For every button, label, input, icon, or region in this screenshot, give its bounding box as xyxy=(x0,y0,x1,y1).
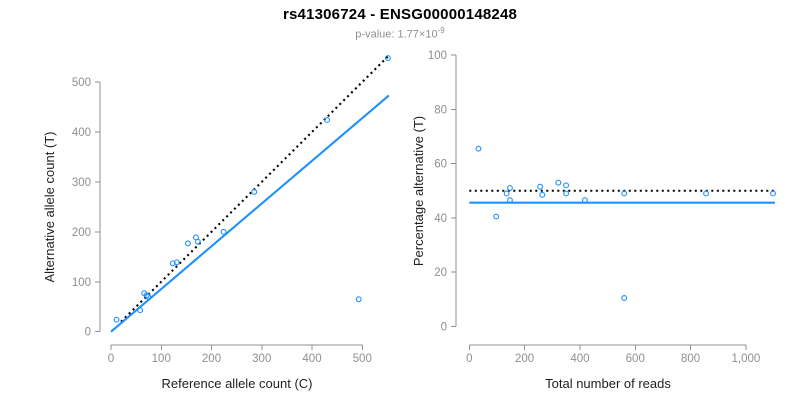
data-point xyxy=(173,259,180,266)
data-point xyxy=(507,185,513,191)
x-tick-label: 0 xyxy=(108,353,114,365)
y-tick-label: 80 xyxy=(434,104,447,116)
data-point xyxy=(355,296,362,303)
data-point xyxy=(113,316,120,323)
y-tick-label: 200 xyxy=(72,227,91,239)
data-point xyxy=(555,179,562,186)
x-tick-label: 200 xyxy=(515,353,534,365)
y-tick-label: 40 xyxy=(434,213,447,225)
data-point xyxy=(194,238,201,245)
pvalue-exponent: -9 xyxy=(437,26,445,35)
identity-line xyxy=(120,55,390,323)
data-point xyxy=(384,55,391,61)
y-tick-label: 60 xyxy=(434,159,447,171)
data-point xyxy=(621,295,628,301)
y-axis-title: Percentage alternative (T) xyxy=(411,116,426,266)
data-point xyxy=(220,228,227,235)
data-point xyxy=(184,240,191,247)
figure-header: rs41306724 - ENSG00000148248 p-value: 1.… xyxy=(0,6,800,41)
y-tick-label: 0 xyxy=(85,327,91,339)
y-tick-label: 300 xyxy=(72,177,91,189)
y-tick-label: 20 xyxy=(434,267,447,279)
y-tick-label: 100 xyxy=(428,50,447,62)
data-point xyxy=(703,190,710,197)
y-tick-label: 0 xyxy=(441,322,447,334)
data-point xyxy=(621,190,628,197)
x-tick-label: 500 xyxy=(353,353,372,365)
plot-title: rs41306724 - ENSG00000148248 xyxy=(282,6,518,23)
data-point xyxy=(770,190,776,197)
x-axis-title: Total number of reads xyxy=(545,376,671,391)
pvalue-text: p-value: 1.77×10 xyxy=(355,28,438,41)
x-tick-label: 800 xyxy=(681,353,700,365)
x-tick-label: 400 xyxy=(302,353,321,365)
data-point xyxy=(145,293,152,300)
data-point xyxy=(563,190,570,197)
x-tick-label: 300 xyxy=(252,353,271,365)
data-point xyxy=(475,145,482,152)
y-tick-label: 100 xyxy=(72,277,91,289)
data-point xyxy=(539,191,546,198)
data-point xyxy=(324,117,331,123)
data-point xyxy=(563,182,570,189)
data-point xyxy=(137,307,144,314)
plot-subtitle: p-value: 1.77×10-9 xyxy=(0,26,800,41)
y-tick-label: 400 xyxy=(72,127,91,139)
x-tick-label: 0 xyxy=(466,353,472,365)
x-tick-label: 200 xyxy=(202,353,221,365)
x-axis-title: Reference allele count (C) xyxy=(161,376,312,391)
x-tick-label: 1,000 xyxy=(732,353,761,365)
x-tick-label: 400 xyxy=(570,353,589,365)
data-point xyxy=(503,190,510,197)
data-point xyxy=(251,188,258,195)
data-point xyxy=(143,292,150,299)
data-point xyxy=(493,213,500,220)
data-point xyxy=(537,183,544,190)
x-tick-label: 600 xyxy=(626,353,645,365)
data-point xyxy=(507,197,513,204)
y-axis-title: Alternative allele count (T) xyxy=(42,131,57,282)
fit-line xyxy=(110,94,390,333)
data-point xyxy=(169,260,176,267)
y-tick-label: 500 xyxy=(72,77,91,89)
x-tick-label: 100 xyxy=(152,353,171,365)
data-point xyxy=(581,197,588,204)
